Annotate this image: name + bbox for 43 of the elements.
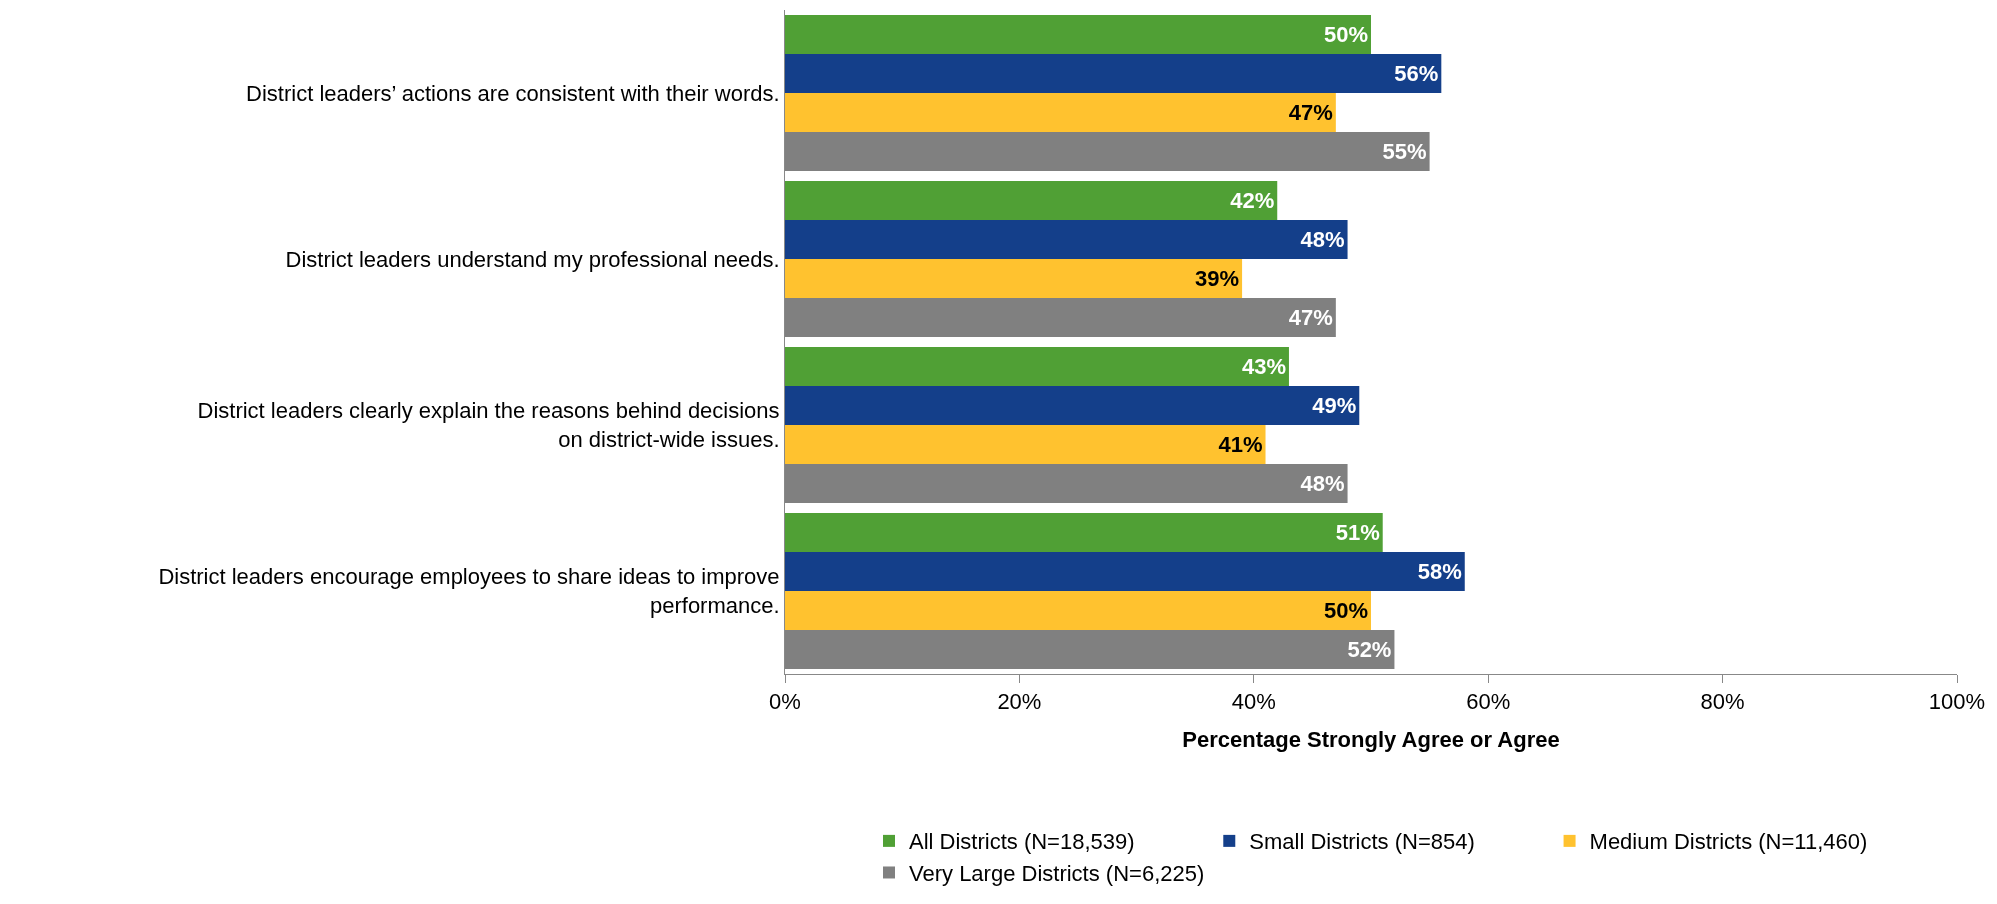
data-label: 55% <box>1382 139 1427 165</box>
data-label: 48% <box>1300 226 1345 252</box>
bar <box>785 346 1289 386</box>
bar <box>785 180 1278 220</box>
data-label: 50% <box>1323 598 1368 624</box>
legend-label: All Districts (N=18,539) <box>909 829 1135 855</box>
x-tick-label: 80% <box>1700 689 1745 715</box>
data-label: 56% <box>1394 61 1439 86</box>
data-label: 48% <box>1300 471 1345 497</box>
data-label: 47% <box>1288 100 1333 125</box>
data-label: 47% <box>1288 305 1333 331</box>
bar <box>785 591 1371 631</box>
data-label: 43% <box>1241 353 1286 379</box>
bar <box>785 512 1383 552</box>
bar <box>785 425 1266 465</box>
bar <box>785 14 1371 54</box>
bar <box>785 93 1336 133</box>
data-label: 52% <box>1347 637 1392 663</box>
data-label: 41% <box>1218 432 1263 458</box>
bar <box>785 259 1243 299</box>
y-tick-label: District leaders clearly explain the reasons behind decisions on district-wide issues. <box>197 398 780 452</box>
legend-label: Small Districts (N=854) <box>1249 829 1475 855</box>
x-tick-label: 0% <box>769 689 801 715</box>
data-label: 50% <box>1323 21 1368 47</box>
bar <box>785 551 1465 591</box>
x-tick-label: 60% <box>1466 689 1511 715</box>
x-tick-label: 40% <box>1231 689 1276 715</box>
bar <box>785 219 1348 259</box>
bar <box>785 53 1442 93</box>
y-tick-label: District leaders encourage employees to share ideas to improve performance. <box>158 564 780 618</box>
bar <box>785 385 1360 425</box>
y-tick-label: District leaders’ actions are consistent with their words. <box>246 80 780 106</box>
data-label: 58% <box>1417 558 1462 584</box>
legend-label: Medium Districts (N=11,460) <box>1589 829 1868 855</box>
legend-label: Very Large Districts (N=6,225) <box>909 861 1205 887</box>
y-tick-label: District leaders understand my professional needs. <box>285 246 780 272</box>
data-label: 39% <box>1195 266 1240 292</box>
data-label: 49% <box>1312 392 1357 418</box>
data-label: 51% <box>1335 519 1380 545</box>
x-tick-label: 100% <box>1928 689 1986 715</box>
x-axis-title: Percentage Strongly Agree or Agree <box>1182 727 1560 753</box>
x-tick-label: 20% <box>997 689 1042 715</box>
data-label: 42% <box>1230 187 1275 213</box>
